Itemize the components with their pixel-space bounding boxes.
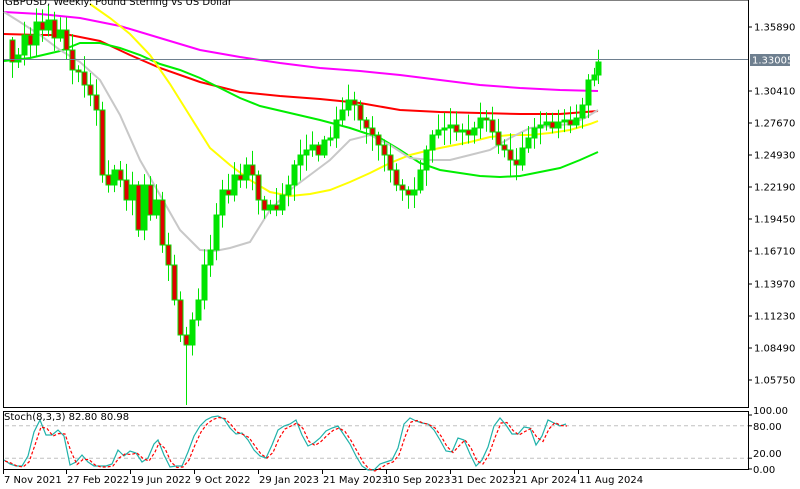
time-tick-label: 7 Nov 2021 xyxy=(4,475,62,485)
current-price-label: 1.33005 xyxy=(752,56,793,67)
time-tick-label: 31 Dec 2023 xyxy=(451,475,515,485)
price-tick-label: 1.27670 xyxy=(754,119,795,130)
current-price-tag xyxy=(750,54,790,66)
stoch-tick-label: 100.00 xyxy=(753,406,788,417)
stoch-indicator-label: Stoch(8,3,3) 82.80 80.98 xyxy=(4,412,130,423)
stoch-axis: 100.00 80.00 20.00 0.00 xyxy=(748,406,788,476)
price-tick-label: 1.19450 xyxy=(754,215,795,226)
candlesticks xyxy=(9,5,602,405)
price-tick-label: 1.22190 xyxy=(754,183,795,194)
stochastic-lines xyxy=(3,415,568,472)
chart-title: GBPUSD, Weekly: Pound Sterling vs US Dol… xyxy=(5,0,232,8)
stoch-tick-label: 20.00 xyxy=(753,449,782,460)
time-tick-label: 21 May 2023 xyxy=(323,475,388,485)
price-tick-label: 1.13970 xyxy=(754,280,795,291)
time-tick-label: 21 Apr 2024 xyxy=(515,475,577,485)
price-tick-label: 1.05750 xyxy=(754,376,795,387)
price-tick-label: 1.16710 xyxy=(754,247,795,258)
main-pane-frame xyxy=(3,0,749,408)
time-tick-label: 29 Jan 2023 xyxy=(259,475,319,485)
time-tick-label: 27 Feb 2022 xyxy=(67,475,129,485)
time-tick-label: 9 Oct 2022 xyxy=(195,475,250,485)
stoch-level-lines xyxy=(5,425,748,459)
time-tick-label: 11 Aug 2024 xyxy=(579,475,643,485)
time-tick-label: 19 Jun 2022 xyxy=(131,475,191,485)
time-axis: 7 Nov 2021 27 Feb 2022 19 Jun 2022 9 Oct 20… xyxy=(3,469,643,486)
stoch-pane-frame xyxy=(3,411,749,470)
price-tick-label: 1.35890 xyxy=(754,23,795,34)
price-tick-label: 1.24930 xyxy=(754,151,795,162)
time-tick-label: 10 Sep 2023 xyxy=(387,475,450,485)
price-axis: 1.35890 1.30410 1.27670 1.24930 1.22190 1.194… xyxy=(748,23,795,387)
price-tick-label: 1.30410 xyxy=(754,87,795,98)
stoch-tick-label: 0.00 xyxy=(753,465,775,476)
price-tick-label: 1.11230 xyxy=(754,312,795,323)
price-tick-label: 1.08490 xyxy=(754,344,795,355)
stoch-tick-label: 80.00 xyxy=(753,422,782,433)
